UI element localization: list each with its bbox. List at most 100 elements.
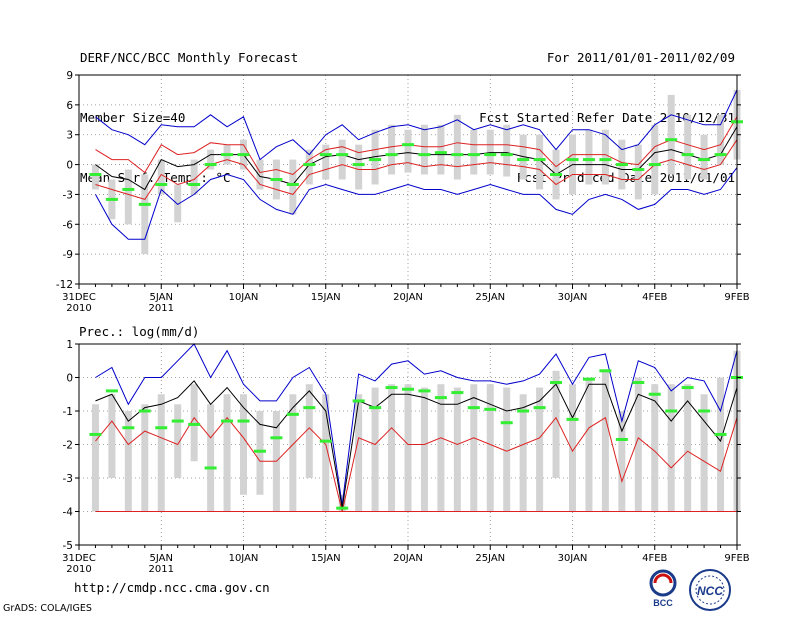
ensemble-box bbox=[289, 394, 297, 512]
x-tick-label: 31DEC bbox=[62, 292, 96, 303]
observed-marker bbox=[599, 369, 612, 373]
observed-marker bbox=[319, 439, 332, 443]
observed-marker bbox=[484, 153, 497, 157]
ensemble-box bbox=[667, 384, 675, 512]
ensemble-box bbox=[585, 129, 593, 185]
ncc-logo: NCC bbox=[689, 569, 731, 611]
x-tick-sublabel: 2011 bbox=[149, 564, 174, 575]
ensemble-box bbox=[157, 159, 165, 195]
ensemble-box bbox=[124, 411, 132, 512]
ensemble-box bbox=[190, 159, 198, 195]
ensemble-box bbox=[124, 169, 132, 225]
observed-marker bbox=[336, 153, 349, 157]
observed-marker bbox=[385, 153, 398, 157]
x-tick-label: 25JAN bbox=[475, 553, 505, 564]
member-size: Member Size=40 bbox=[80, 110, 186, 125]
observed-marker bbox=[418, 389, 431, 393]
observed-marker bbox=[467, 406, 480, 410]
observed-marker bbox=[451, 153, 464, 157]
observed-marker bbox=[648, 163, 661, 167]
y-tick-label: -1 bbox=[63, 406, 73, 418]
observed-marker bbox=[237, 153, 250, 157]
ensemble-box bbox=[420, 387, 428, 512]
observed-marker bbox=[467, 153, 480, 157]
ensemble-box bbox=[684, 114, 692, 180]
observed-marker bbox=[89, 432, 102, 436]
ensemble-box bbox=[256, 159, 264, 190]
x-tick-label: 10JAN bbox=[229, 292, 259, 303]
observed-marker bbox=[105, 389, 118, 393]
ncc-logo-text: NCC bbox=[697, 584, 723, 598]
ensemble-box bbox=[404, 129, 412, 173]
observed-marker bbox=[253, 449, 266, 453]
observed-marker bbox=[402, 143, 414, 147]
observed-marker bbox=[352, 399, 365, 403]
ensemble-box bbox=[355, 394, 363, 512]
observed-marker bbox=[270, 178, 283, 181]
grads-credit: GrADS: COLA/IGES bbox=[3, 603, 92, 614]
product-title: DERF/NCC/BCC Monthly Forecast bbox=[80, 50, 299, 65]
x-tick-label: 15JAN bbox=[311, 553, 341, 564]
observed-marker bbox=[105, 197, 118, 201]
bcc-logo: BCC bbox=[649, 569, 677, 608]
observed-marker bbox=[648, 392, 661, 396]
ensemble-box bbox=[536, 134, 544, 190]
ensemble-box bbox=[108, 394, 116, 478]
ensemble-box bbox=[634, 377, 642, 512]
observed-marker bbox=[188, 182, 201, 186]
start-date: Fcst Started Refer Date 2010/12/31 bbox=[479, 110, 735, 125]
bcc-logo-text: BCC bbox=[653, 598, 673, 608]
observed-marker bbox=[352, 163, 365, 167]
spread-low-line bbox=[95, 416, 738, 512]
observed-marker bbox=[698, 409, 711, 413]
observed-marker bbox=[681, 386, 694, 390]
observed-marker bbox=[270, 436, 283, 440]
observed-marker bbox=[138, 202, 151, 206]
ensemble-box bbox=[388, 384, 396, 512]
y-tick-label: -5 bbox=[63, 540, 73, 552]
observed-marker bbox=[221, 419, 234, 423]
observed-marker bbox=[665, 409, 678, 413]
observed-marker bbox=[237, 419, 250, 423]
observed-marker bbox=[204, 163, 217, 167]
ensemble-box bbox=[207, 404, 215, 512]
envelope-low-line bbox=[95, 167, 738, 240]
spread-high-line bbox=[95, 116, 738, 176]
ensemble-box bbox=[700, 134, 708, 180]
observed-marker bbox=[402, 387, 414, 391]
ensemble-box bbox=[667, 94, 675, 175]
observed-marker bbox=[204, 466, 217, 470]
ensemble-box bbox=[141, 174, 149, 255]
x-tick-sublabel: 2011 bbox=[149, 303, 174, 314]
ensemble-box bbox=[503, 124, 511, 177]
ensemble-box bbox=[519, 394, 527, 512]
observed-marker bbox=[155, 426, 168, 430]
ensemble-box bbox=[207, 149, 215, 170]
x-tick-label: 9FEB bbox=[724, 553, 749, 564]
y-tick-label: -4 bbox=[63, 507, 74, 519]
spread-low-line bbox=[95, 139, 738, 200]
observed-marker bbox=[434, 151, 447, 155]
observed-marker bbox=[138, 409, 151, 413]
y-tick-label: -12 bbox=[56, 279, 73, 291]
ensemble-box bbox=[717, 114, 725, 165]
ensemble-box bbox=[552, 370, 560, 478]
observed-marker bbox=[221, 153, 234, 157]
y-tick-label: 9 bbox=[66, 70, 73, 82]
ensemble-box bbox=[651, 124, 659, 195]
observed-marker bbox=[632, 381, 645, 385]
x-tick-label: 20JAN bbox=[393, 553, 423, 564]
ensemble-box bbox=[338, 139, 346, 180]
observed-marker bbox=[336, 506, 349, 510]
y-tick-label: -6 bbox=[63, 219, 74, 231]
ensemble-box bbox=[519, 134, 527, 180]
ensemble-box bbox=[503, 387, 511, 512]
observed-marker bbox=[615, 163, 628, 167]
footer-url: http://cmdp.ncc.cma.gov.cn bbox=[74, 580, 270, 595]
observed-marker bbox=[550, 173, 563, 177]
observed-marker bbox=[122, 187, 135, 191]
x-tick-label: 5JAN bbox=[150, 553, 173, 564]
